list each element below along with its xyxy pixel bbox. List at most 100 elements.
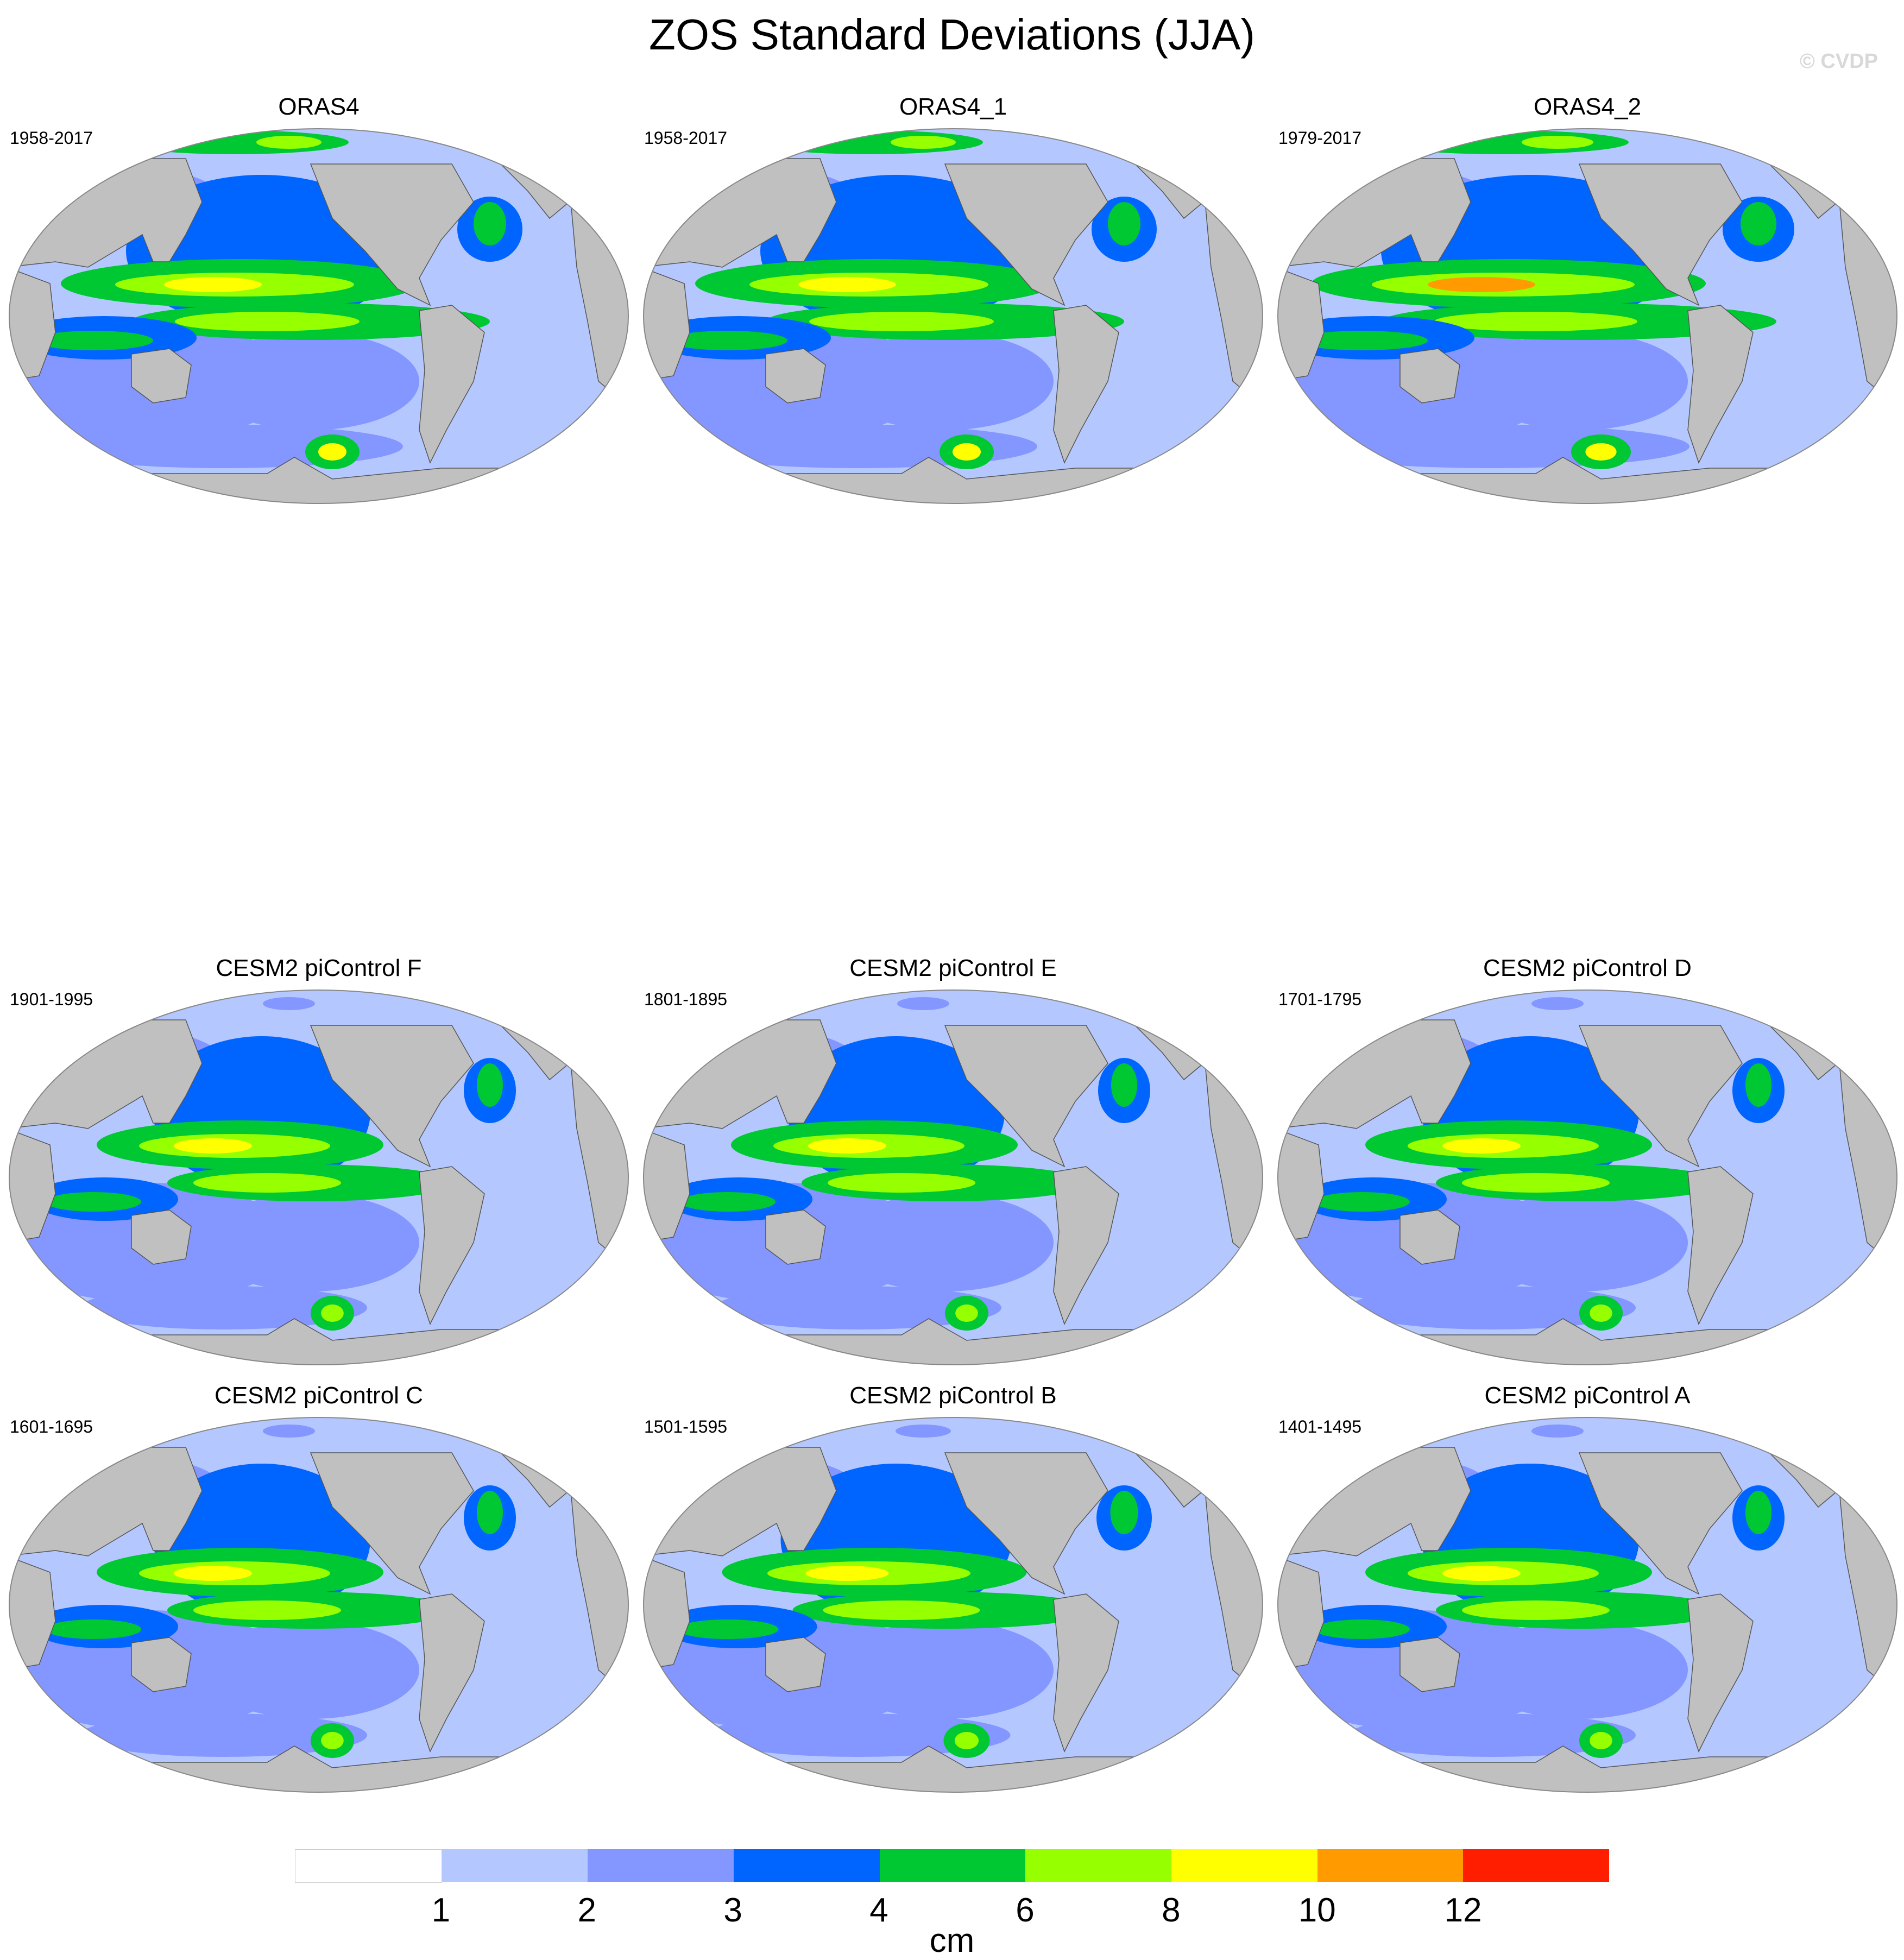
panel-title: CESM2 piControl C: [215, 1382, 423, 1409]
zos-field-region: [164, 277, 262, 292]
zos-field-region: [1745, 1063, 1771, 1107]
colorbar-units: cm: [929, 1922, 975, 1959]
zos-field-region: [1745, 1491, 1771, 1534]
zos-field-region: [953, 443, 981, 461]
land-mass: [9, 1447, 203, 1556]
zos-field-region: [668, 331, 787, 350]
colorbar-tick-label: 6: [1016, 1892, 1035, 1929]
land-mass: [419, 305, 485, 464]
land-mass: [1578, 1025, 1743, 1168]
land-mass: [1278, 1447, 1471, 1556]
zos-field-region: [1108, 202, 1140, 245]
zos-field-region: [805, 1566, 889, 1581]
zos-field-region: [1590, 1304, 1612, 1322]
land-mass: [644, 158, 837, 268]
zos-field-region: [828, 1173, 975, 1193]
panel-period: 1501-1595: [644, 1417, 728, 1436]
panel-title: CESM2 piControl B: [849, 1382, 1057, 1409]
zos-field-region: [715, 1286, 1001, 1329]
land-mass: [1053, 1593, 1119, 1753]
zos-field-region: [1442, 1566, 1521, 1581]
zos-field-region: [823, 1600, 980, 1620]
panel-title: ORAS4: [278, 93, 360, 120]
land-mass: [1399, 1637, 1460, 1692]
colorbar-tick-label: 3: [723, 1892, 742, 1929]
zos-field-region: [891, 136, 956, 149]
land-mass: [1578, 163, 1743, 306]
zos-field-region: [34, 331, 153, 350]
land-mass: [644, 1555, 690, 1671]
panel-period: 1958-2017: [644, 128, 728, 148]
zos-field-region: [1522, 136, 1593, 149]
land-mass: [944, 1452, 1108, 1595]
land-mass: [644, 1447, 837, 1556]
colorbar-swatch: [588, 1849, 734, 1882]
zos-field-region: [1590, 1732, 1612, 1749]
land-mass: [644, 266, 690, 382]
zos-field-region: [808, 1138, 886, 1154]
zos-field-region: [1585, 443, 1617, 461]
zos-field-region: [1314, 1619, 1410, 1639]
land-mass: [765, 1209, 826, 1265]
zos-field-region: [263, 997, 315, 1010]
land-mass: [1278, 1555, 1325, 1671]
zos-field-region: [321, 1304, 344, 1322]
zos-field-region: [1462, 1600, 1610, 1620]
colorbar: [295, 1849, 1610, 1883]
colorbar-tick-label: 1: [431, 1892, 451, 1929]
land-mass: [9, 1019, 203, 1129]
panel-period: 1401-1495: [1278, 1417, 1362, 1436]
zos-field-region: [474, 202, 506, 245]
land-mass: [765, 1637, 826, 1692]
zos-field-region: [174, 1566, 252, 1581]
zos-field-region: [1110, 1491, 1138, 1534]
land-mass: [131, 1637, 192, 1692]
map-panel-3: [9, 990, 629, 1365]
colorbar-tick-label: 10: [1298, 1892, 1336, 1929]
zos-field-region: [1531, 1425, 1584, 1438]
zos-field-region: [1111, 1063, 1137, 1107]
map-border: [1277, 128, 1897, 504]
zos-field-region: [1349, 1713, 1636, 1757]
zos-field-region: [1434, 312, 1637, 331]
figure-title: ZOS Standard Deviations (JJA): [649, 10, 1255, 59]
land-mass: [1687, 305, 1754, 464]
land-mass: [9, 266, 56, 382]
watermark: © CVDP: [1799, 50, 1878, 73]
zos-field-region: [1428, 277, 1535, 292]
map-border: [1277, 1417, 1897, 1793]
zos-field-region: [1531, 997, 1584, 1010]
map-panel-5: [1277, 990, 1897, 1365]
zos-field-region: [954, 1732, 979, 1749]
zos-field-region: [1349, 1286, 1636, 1329]
land-mass: [131, 348, 192, 404]
zos-field-region: [175, 312, 360, 331]
land-mass: [310, 1452, 474, 1595]
panel-period: 1958-2017: [10, 128, 93, 148]
zos-field-region: [1462, 1173, 1610, 1193]
panel-period: 1979-2017: [1278, 128, 1362, 148]
land-mass: [1278, 1019, 1471, 1129]
zos-field-region: [193, 1600, 341, 1620]
map-border: [643, 990, 1263, 1365]
zos-field-region: [256, 136, 321, 149]
zos-field-region: [897, 997, 949, 1010]
land-mass: [944, 163, 1108, 306]
zos-field-region: [477, 1063, 503, 1107]
land-mass: [1399, 1209, 1460, 1265]
land-mass: [1278, 266, 1325, 382]
map-border: [9, 1417, 629, 1793]
land-mass: [9, 1555, 56, 1671]
land-mass: [1278, 158, 1471, 268]
zos-field-region: [955, 1304, 978, 1322]
map-border: [643, 1417, 1263, 1793]
zos-field-region: [263, 1425, 315, 1438]
panel-title: ORAS4_1: [899, 93, 1007, 120]
panel-title: CESM2 piControl E: [849, 955, 1057, 981]
map-panel-1: [643, 128, 1263, 504]
map-panel-4: [643, 990, 1263, 1365]
colorbar-tick-label: 8: [1162, 1892, 1181, 1929]
zos-field-region: [1741, 202, 1776, 245]
colorbar-swatch: [1463, 1849, 1610, 1882]
panel-title: CESM2 piControl A: [1484, 1382, 1691, 1409]
